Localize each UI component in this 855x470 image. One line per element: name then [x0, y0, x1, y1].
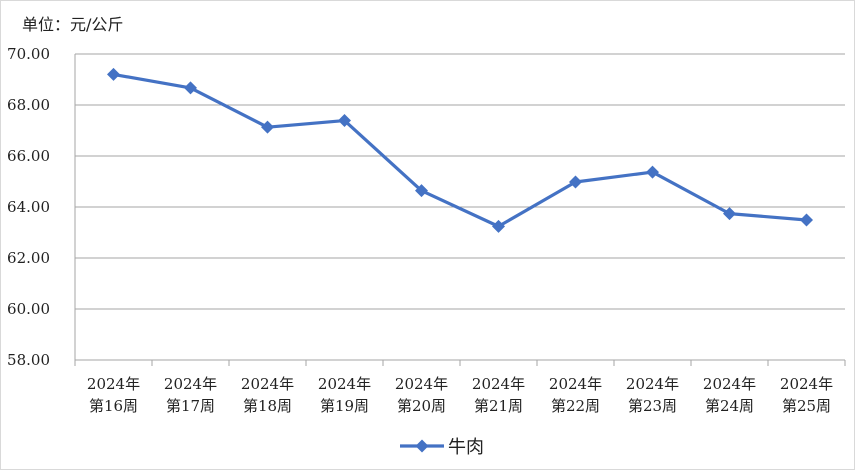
data-point-marker [184, 81, 197, 95]
x-tick-label-year: 2024年 [318, 375, 371, 393]
x-tick-label-year: 2024年 [241, 375, 294, 393]
x-tick-label-week: 第20周 [397, 397, 446, 415]
gridlines [75, 53, 845, 310]
y-axis-ticks: 58.00 60.00 62.00 64.00 66.00 68.00 70.00 [7, 45, 50, 369]
x-tick-label-week: 第18周 [243, 397, 292, 415]
x-tick-label-week: 第23周 [628, 397, 677, 415]
x-tick-label-week: 第21周 [474, 397, 523, 415]
x-tick-label-year: 2024年 [472, 375, 525, 393]
x-tick-label-year: 2024年 [780, 375, 833, 393]
x-tick-label-year: 2024年 [164, 375, 217, 393]
legend[interactable]: 牛肉 [400, 437, 484, 458]
x-tick-label-week: 第24周 [705, 397, 754, 415]
y-tick-label: 64.00 [7, 198, 50, 216]
data-point-marker [107, 67, 120, 81]
x-tick-label-year: 2024年 [703, 375, 756, 393]
y-tick-label: 62.00 [7, 249, 50, 267]
x-tick-label-week: 第16周 [89, 397, 138, 415]
y-tick-label: 58.00 [7, 351, 50, 369]
x-tick-label-week: 第19周 [320, 397, 369, 415]
series [107, 67, 813, 233]
y-tick-label: 60.00 [7, 300, 50, 318]
axes [74, 54, 846, 366]
data-point-marker [800, 213, 813, 227]
y-tick-label: 66.00 [7, 147, 50, 165]
x-tick-label-year: 2024年 [626, 375, 679, 393]
data-point-marker [569, 175, 582, 189]
series-line [113, 72, 807, 228]
data-point-marker [492, 219, 505, 233]
y-tick-label: 68.00 [7, 96, 50, 114]
data-point-marker [415, 184, 428, 198]
x-tick-label-week: 第17周 [166, 397, 215, 415]
legend-diamond-marker [415, 439, 429, 453]
unit-label: 单位：元/公斤 [22, 15, 123, 34]
legend-label: 牛肉 [448, 437, 484, 458]
x-tick-label-year: 2024年 [87, 375, 140, 393]
x-tick-label-year: 2024年 [395, 375, 448, 393]
data-point-marker [261, 120, 274, 134]
data-point-marker [338, 114, 351, 128]
x-tick-label-week: 第25周 [782, 397, 831, 415]
x-tick-label-year: 2024年 [549, 375, 602, 393]
data-point-marker [723, 207, 736, 221]
y-tick-label: 70.00 [7, 45, 50, 63]
data-point-marker [646, 165, 659, 179]
x-tick-label-week: 第22周 [551, 397, 600, 415]
